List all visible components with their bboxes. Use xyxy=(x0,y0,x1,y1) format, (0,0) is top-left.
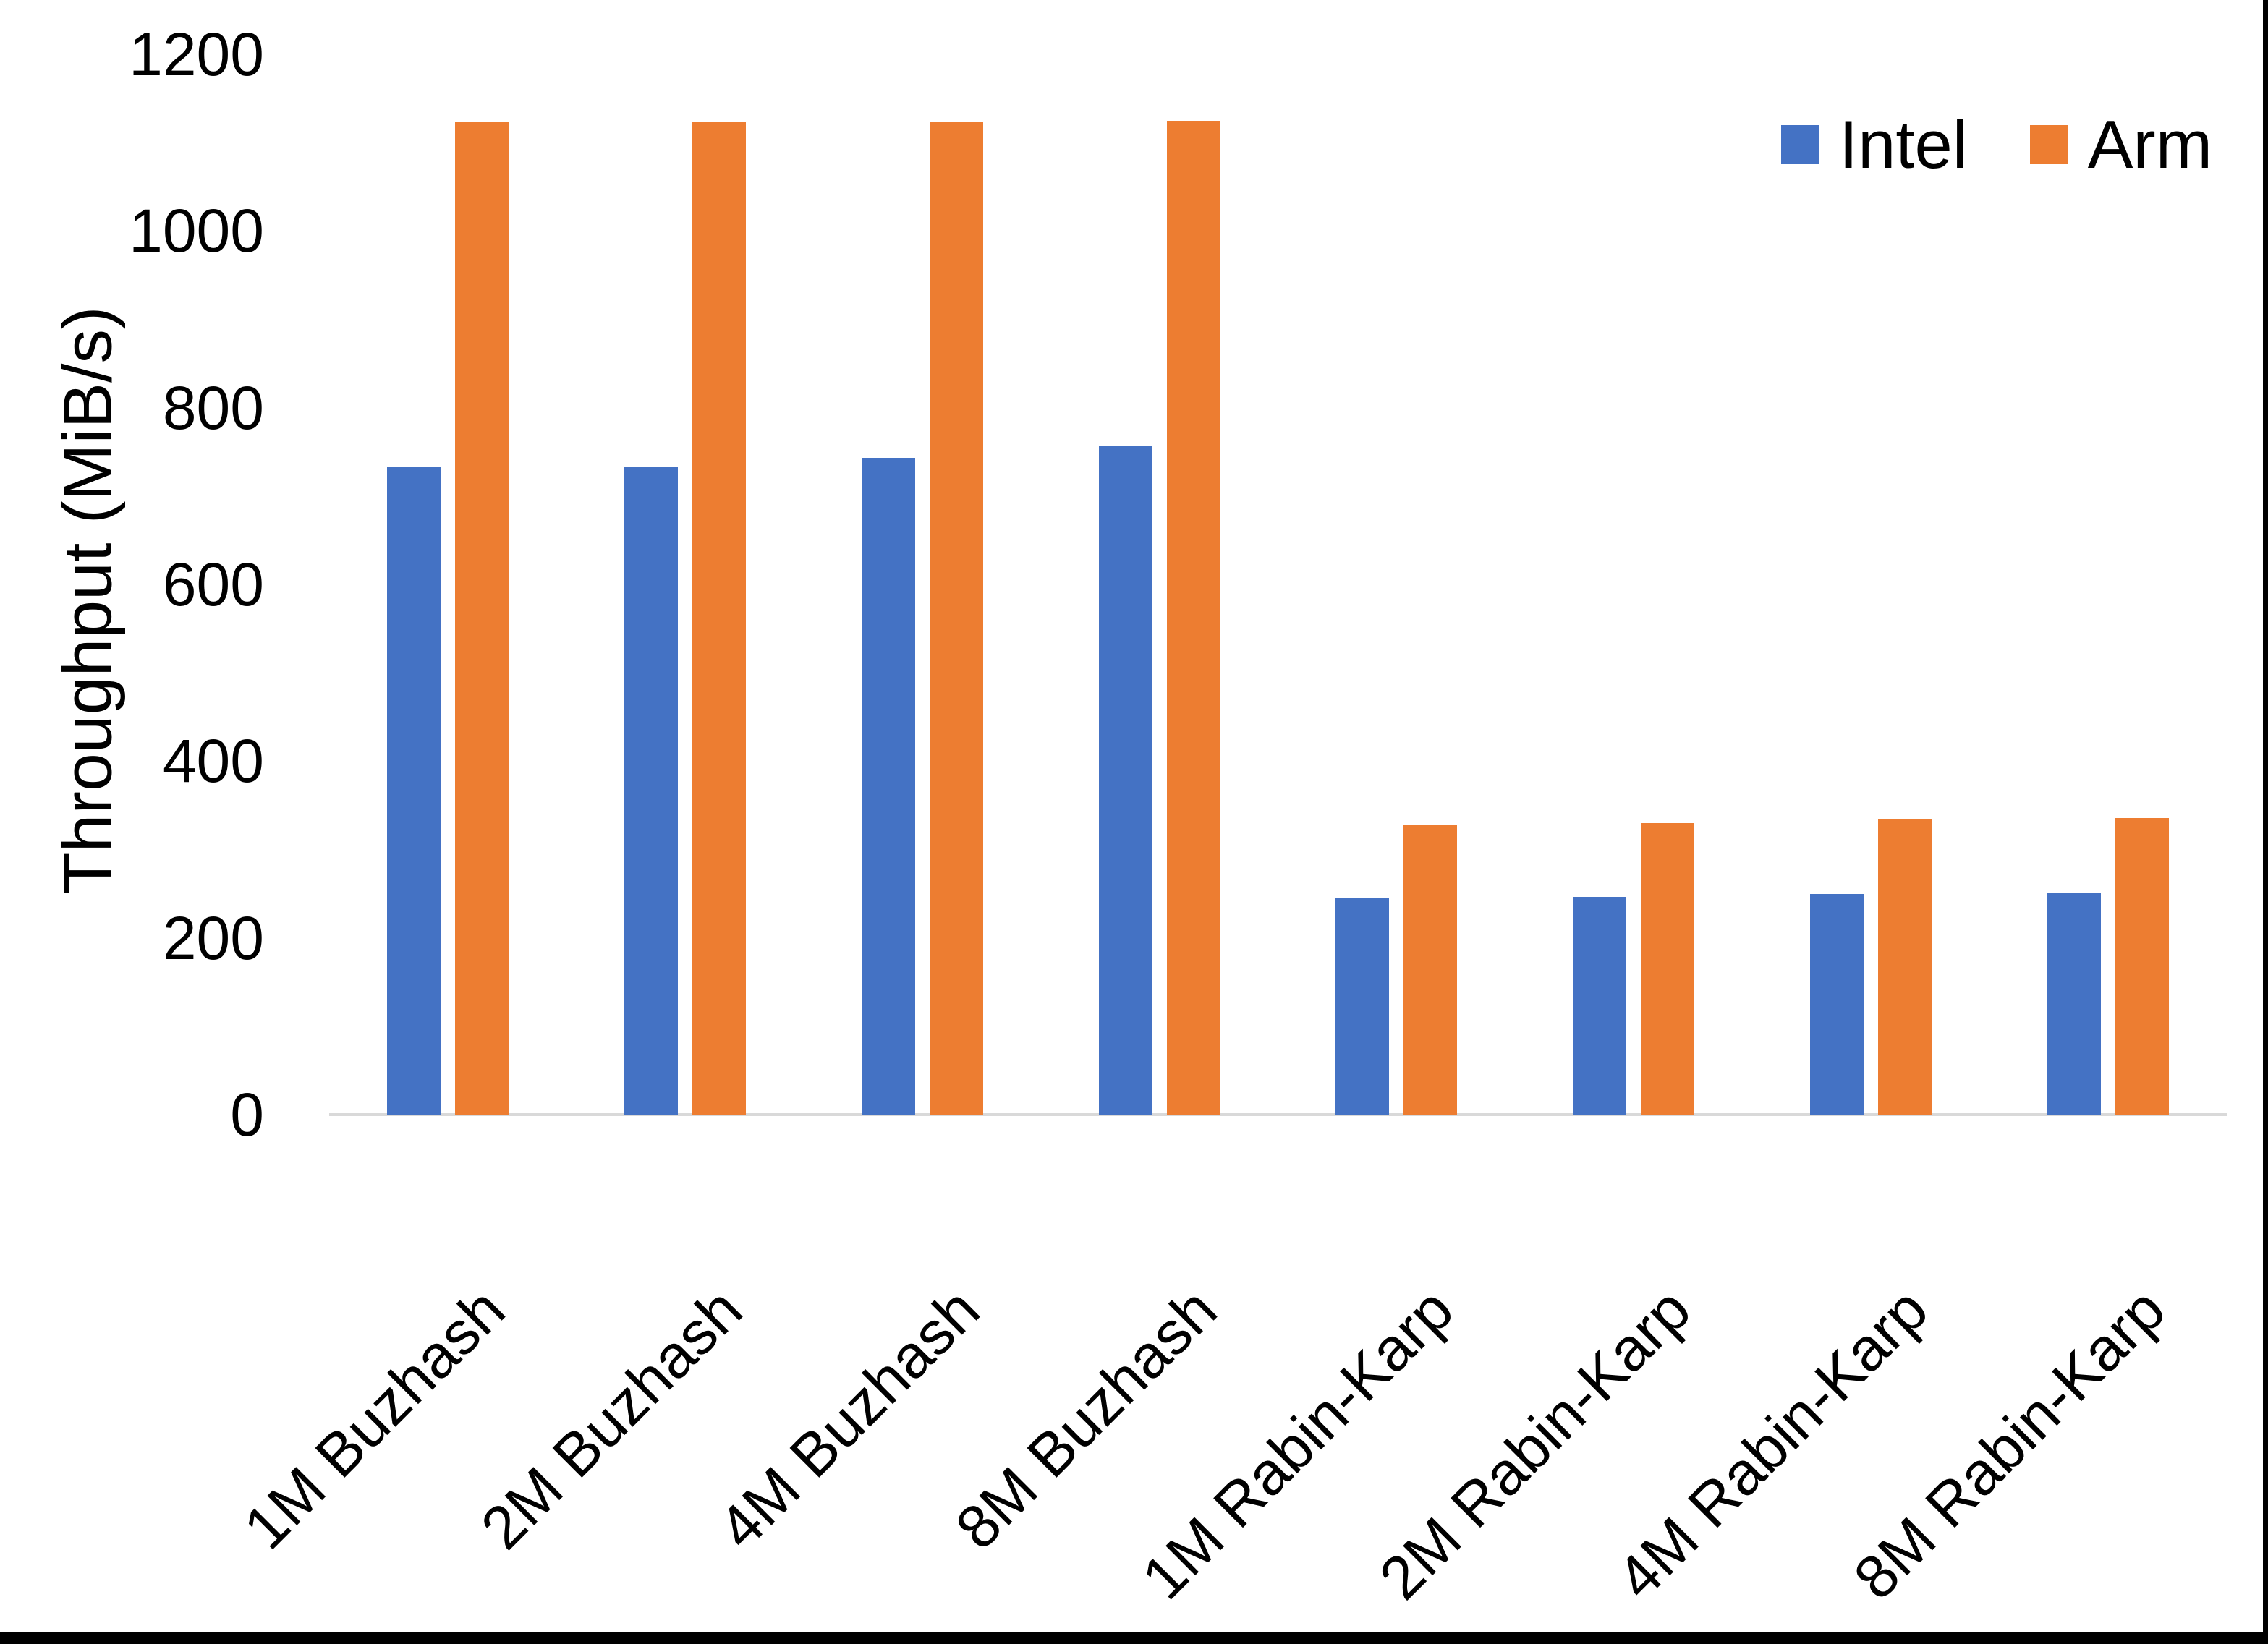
legend: Intel Arm xyxy=(1781,106,2212,184)
bar-intel-4m-rabin-karp xyxy=(1810,893,1864,1115)
bar-intel-2m-buzhash xyxy=(624,467,678,1115)
bar-intel-8m-buzhash xyxy=(1098,446,1152,1115)
x-axis-line xyxy=(329,1113,2227,1116)
screenshot-bottom-border xyxy=(0,1632,2268,1644)
bar-group-1m-buzhash xyxy=(329,54,566,1115)
y-tick-label-400: 400 xyxy=(162,727,264,796)
bar-arm-8m-buzhash xyxy=(1166,120,1220,1115)
bar-arm-2m-rabin-karp xyxy=(1641,822,1695,1115)
bar-group-1m-rabin-karp xyxy=(1278,54,1516,1115)
bar-arm-4m-buzhash xyxy=(929,121,983,1115)
bar-group-4m-buzhash xyxy=(804,54,1041,1115)
bar-arm-4m-rabin-karp xyxy=(1878,819,1932,1115)
y-tick-label-600: 600 xyxy=(162,550,264,618)
bar-arm-1m-rabin-karp xyxy=(1403,825,1458,1115)
legend-item-arm: Arm xyxy=(2029,106,2212,184)
bar-arm-1m-buzhash xyxy=(454,121,509,1115)
bar-intel-1m-buzhash xyxy=(386,467,441,1115)
legend-item-intel: Intel xyxy=(1781,106,1968,184)
bar-intel-2m-rabin-karp xyxy=(1573,897,1627,1115)
legend-label-arm: Arm xyxy=(2087,106,2212,182)
bar-group-8m-buzhash xyxy=(1041,54,1278,1115)
y-tick-label-1000: 1000 xyxy=(129,197,264,265)
bar-intel-8m-rabin-karp xyxy=(2047,893,2102,1115)
bar-intel-4m-buzhash xyxy=(861,458,915,1115)
bar-group-8m-rabin-karp xyxy=(1989,54,2227,1115)
bar-arm-2m-buzhash xyxy=(692,121,746,1115)
bar-group-2m-buzhash xyxy=(566,54,804,1115)
screenshot-right-border xyxy=(2263,0,2268,1644)
legend-swatch-arm xyxy=(2029,125,2068,164)
bar-group-4m-rabin-karp xyxy=(1752,54,1989,1115)
bar-intel-1m-rabin-karp xyxy=(1335,898,1390,1115)
plot-area xyxy=(329,54,2227,1116)
bar-group-2m-rabin-karp xyxy=(1515,54,1752,1115)
legend-label-intel: Intel xyxy=(1839,106,1968,182)
y-tick-label-0: 0 xyxy=(230,1081,264,1149)
y-tick-label-200: 200 xyxy=(162,903,264,972)
bar-arm-8m-rabin-karp xyxy=(2115,817,2170,1115)
y-tick-label-800: 800 xyxy=(162,373,264,442)
bar-groups xyxy=(329,54,2227,1115)
y-tick-label-1200: 1200 xyxy=(129,20,264,88)
legend-swatch-intel xyxy=(1781,125,1819,164)
